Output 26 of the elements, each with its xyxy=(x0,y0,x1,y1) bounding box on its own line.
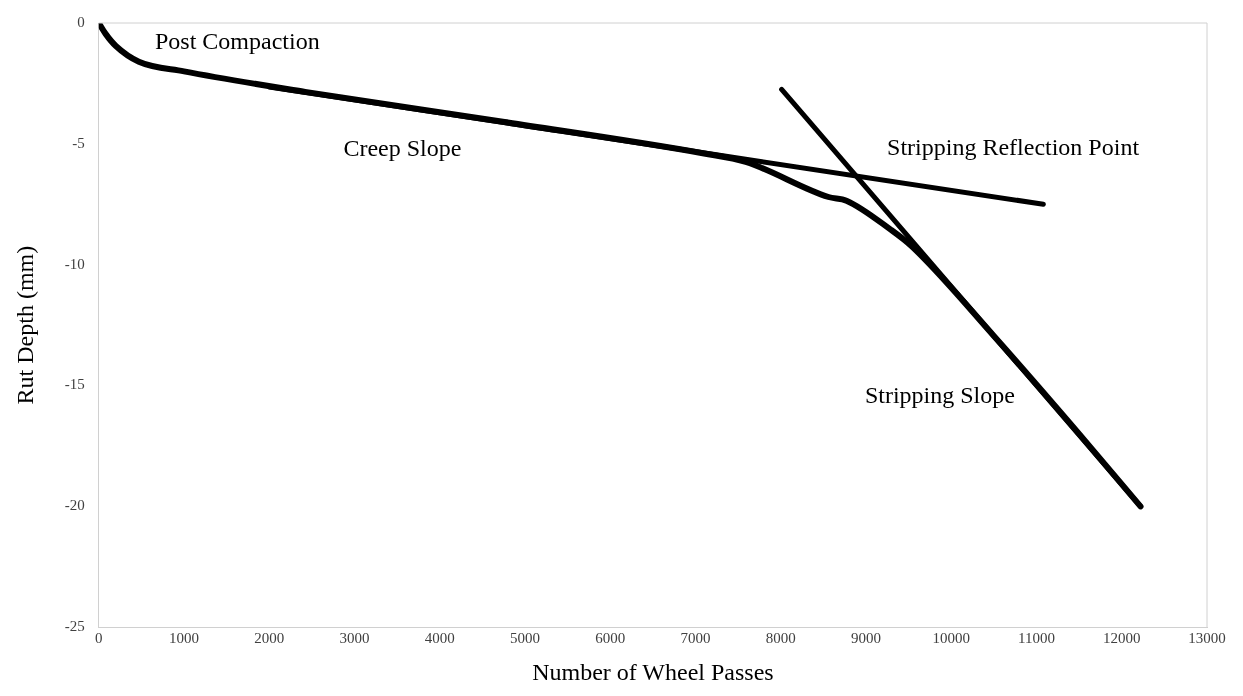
x-tick-label: 6000 xyxy=(595,630,626,647)
y-tick-label: 0 xyxy=(77,13,85,30)
x-tick-label: 5000 xyxy=(510,630,541,647)
y-tick-label: -20 xyxy=(64,497,85,514)
x-tick-label: 3000 xyxy=(339,630,370,647)
y-tick-label: -5 xyxy=(72,134,85,151)
annotation: Stripping Reflection Point xyxy=(887,133,1140,160)
x-tick-label: 0 xyxy=(95,630,103,647)
y-tick-label: -25 xyxy=(64,618,85,635)
x-tick-label: 11000 xyxy=(1018,630,1055,647)
x-tick-label: 1000 xyxy=(169,630,200,647)
x-tick-label: 2000 xyxy=(254,630,285,647)
x-tick-label: 9000 xyxy=(851,630,882,647)
y-axis-title: Rut Depth (mm) xyxy=(11,245,38,405)
y-tick-label: -15 xyxy=(64,376,85,393)
x-tick-label: 7000 xyxy=(680,630,711,647)
annotation: Stripping Slope xyxy=(864,381,1015,408)
x-tick-label: 13000 xyxy=(1188,630,1226,647)
x-tick-label: 8000 xyxy=(765,630,796,647)
y-tick-label: -10 xyxy=(64,255,85,272)
annotation: Creep Slope xyxy=(343,134,462,161)
annotation: Post Compaction xyxy=(154,27,320,54)
x-tick-label: 12000 xyxy=(1103,630,1141,647)
x-tick-label: 10000 xyxy=(932,630,971,647)
x-axis-title: Number of Wheel Passes xyxy=(532,658,774,685)
x-tick-label: 4000 xyxy=(424,630,455,647)
